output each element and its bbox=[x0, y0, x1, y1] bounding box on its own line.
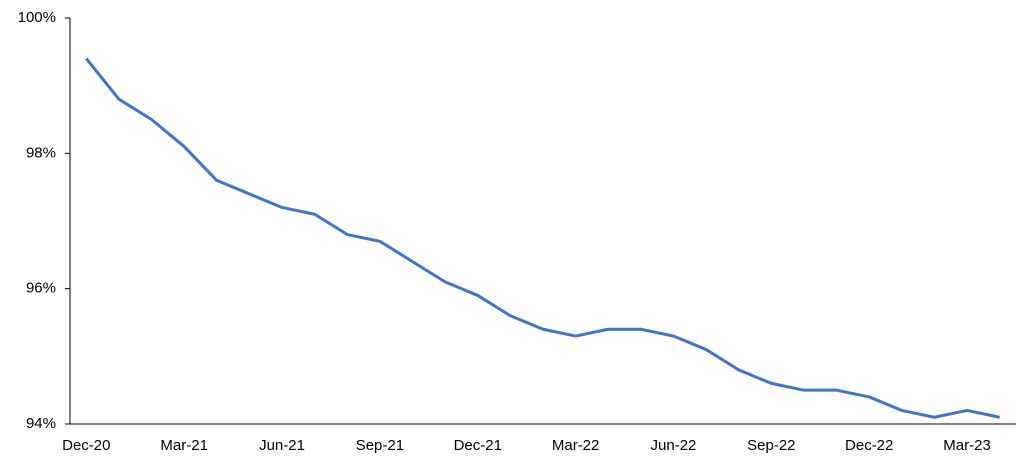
x-tick-label: Mar-21 bbox=[160, 437, 208, 454]
x-tick-label: Dec-20 bbox=[62, 437, 110, 454]
x-tick-label: Jun-21 bbox=[259, 437, 305, 454]
x-tick-label: Mar-22 bbox=[552, 437, 600, 454]
y-tick-label: 94% bbox=[26, 415, 56, 432]
y-tick-label: 100% bbox=[18, 9, 56, 26]
line bbox=[85, 57, 1000, 419]
y-tick-label: 98% bbox=[26, 144, 56, 161]
x-tick-label: Sep-22 bbox=[747, 437, 795, 454]
x-tick-label: Jun-22 bbox=[651, 437, 697, 454]
y-tick-label: 96% bbox=[26, 280, 56, 297]
x-tick-label: Dec-22 bbox=[845, 437, 893, 454]
x-tick-label: Mar-23 bbox=[943, 437, 991, 454]
x-tick-label: Dec-21 bbox=[454, 437, 502, 454]
x-tick-label: Sep-21 bbox=[356, 437, 404, 454]
